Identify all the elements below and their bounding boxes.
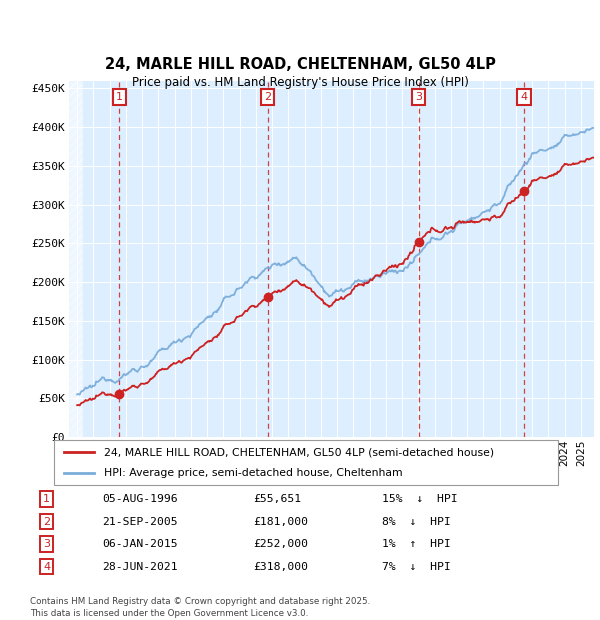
Text: 3: 3 xyxy=(415,92,422,102)
Text: 1: 1 xyxy=(43,494,50,504)
Text: 24, MARLE HILL ROAD, CHELTENHAM, GL50 4LP (semi-detached house): 24, MARLE HILL ROAD, CHELTENHAM, GL50 4L… xyxy=(104,447,494,458)
Text: 21-SEP-2005: 21-SEP-2005 xyxy=(103,516,178,526)
Text: 4: 4 xyxy=(43,562,50,572)
Text: 24, MARLE HILL ROAD, CHELTENHAM, GL50 4LP: 24, MARLE HILL ROAD, CHELTENHAM, GL50 4L… xyxy=(104,57,496,72)
Text: 2: 2 xyxy=(264,92,271,102)
Text: 2: 2 xyxy=(43,516,50,526)
Bar xyxy=(69,81,82,437)
Text: Contains HM Land Registry data © Crown copyright and database right 2025.
This d: Contains HM Land Registry data © Crown c… xyxy=(30,597,370,618)
Text: 28-JUN-2021: 28-JUN-2021 xyxy=(103,562,178,572)
Text: 05-AUG-1996: 05-AUG-1996 xyxy=(103,494,178,504)
Text: £318,000: £318,000 xyxy=(253,562,308,572)
FancyBboxPatch shape xyxy=(54,440,558,485)
Text: Price paid vs. HM Land Registry's House Price Index (HPI): Price paid vs. HM Land Registry's House … xyxy=(131,76,469,89)
Text: 4: 4 xyxy=(520,92,527,102)
Text: £55,651: £55,651 xyxy=(253,494,301,504)
Text: 06-JAN-2015: 06-JAN-2015 xyxy=(103,539,178,549)
Text: HPI: Average price, semi-detached house, Cheltenham: HPI: Average price, semi-detached house,… xyxy=(104,467,403,478)
Text: 15%  ↓  HPI: 15% ↓ HPI xyxy=(382,494,457,504)
Text: 1%  ↑  HPI: 1% ↑ HPI xyxy=(382,539,450,549)
Text: 8%  ↓  HPI: 8% ↓ HPI xyxy=(382,516,450,526)
Text: £181,000: £181,000 xyxy=(253,516,308,526)
Text: 7%  ↓  HPI: 7% ↓ HPI xyxy=(382,562,450,572)
Text: 1: 1 xyxy=(116,92,123,102)
Text: 3: 3 xyxy=(43,539,50,549)
Text: £252,000: £252,000 xyxy=(253,539,308,549)
